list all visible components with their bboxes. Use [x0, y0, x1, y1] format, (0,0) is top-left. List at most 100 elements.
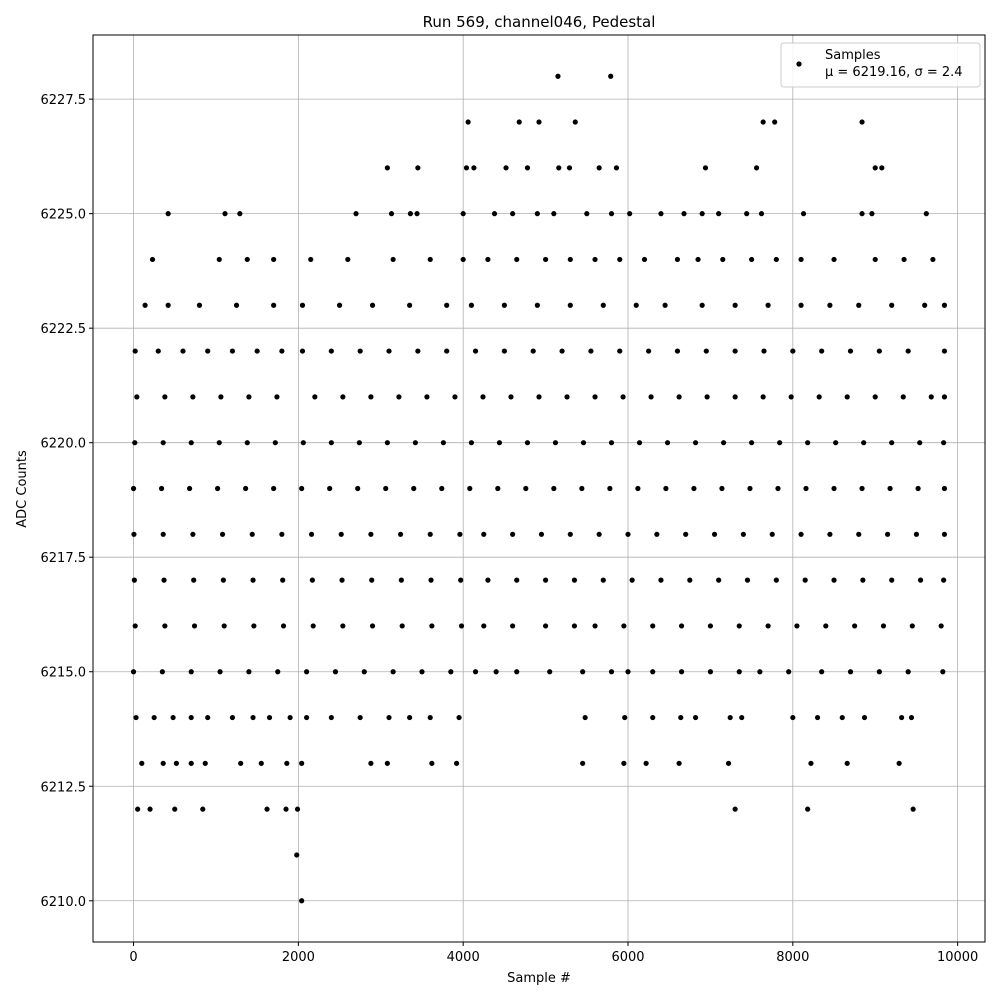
point — [229, 714, 236, 721]
point — [448, 669, 454, 675]
point — [250, 714, 256, 721]
y-tick-label: 6217.5 — [41, 551, 87, 566]
point — [917, 440, 923, 446]
point — [547, 669, 553, 675]
point — [485, 256, 491, 263]
point — [130, 669, 137, 675]
point — [765, 623, 771, 629]
y-tick-label: 6227.5 — [41, 93, 87, 108]
point — [510, 531, 516, 537]
point — [555, 73, 561, 79]
point — [191, 623, 198, 629]
point — [786, 669, 792, 675]
point — [162, 394, 168, 400]
point — [860, 577, 866, 583]
point — [338, 531, 344, 537]
point — [160, 531, 166, 537]
point — [384, 165, 390, 171]
point — [407, 211, 414, 217]
point — [608, 73, 614, 79]
point — [687, 577, 693, 583]
point — [707, 623, 714, 629]
point — [650, 714, 656, 721]
point — [636, 440, 643, 446]
point — [396, 394, 402, 400]
point — [798, 256, 804, 263]
point — [304, 714, 310, 721]
point — [407, 714, 413, 721]
x-tick-label: 0 — [129, 950, 137, 965]
point — [219, 531, 226, 537]
point — [460, 256, 466, 263]
point — [600, 577, 606, 583]
point — [249, 531, 255, 537]
point — [692, 714, 699, 721]
point — [704, 394, 710, 400]
point — [481, 623, 487, 629]
point — [617, 256, 623, 263]
point — [856, 531, 862, 537]
legend-label: Samples — [825, 48, 881, 63]
point — [357, 348, 363, 354]
point — [170, 714, 176, 721]
point — [699, 211, 705, 217]
point — [180, 348, 186, 354]
point — [889, 440, 895, 446]
point — [472, 348, 479, 354]
point — [272, 440, 278, 446]
point — [901, 256, 907, 263]
point — [765, 302, 771, 308]
point — [493, 669, 499, 675]
point — [516, 119, 522, 125]
point — [530, 348, 536, 354]
point — [369, 623, 376, 629]
point — [271, 485, 277, 492]
point — [524, 440, 531, 446]
point — [923, 211, 929, 217]
point — [186, 485, 193, 492]
point — [514, 577, 520, 583]
point — [132, 348, 138, 354]
point — [353, 211, 359, 217]
point — [485, 577, 491, 583]
point — [280, 623, 287, 629]
point — [859, 119, 865, 125]
point — [627, 211, 633, 217]
point — [188, 669, 194, 675]
point — [384, 760, 390, 766]
point — [279, 348, 285, 354]
point — [162, 623, 168, 629]
point — [775, 485, 781, 492]
point — [884, 531, 891, 537]
point — [131, 577, 137, 583]
point — [536, 119, 542, 125]
point — [761, 348, 767, 354]
point — [429, 760, 435, 766]
point — [427, 531, 433, 537]
point — [798, 531, 804, 537]
point — [414, 211, 420, 217]
point — [309, 577, 315, 583]
point — [676, 394, 682, 400]
point — [398, 577, 404, 583]
point — [355, 485, 361, 492]
point — [215, 485, 221, 492]
point — [760, 394, 766, 400]
legend-note: μ = 6219.16, σ = 2.4 — [825, 65, 963, 80]
y-tick-label: 6210.0 — [41, 895, 87, 910]
point — [823, 623, 829, 629]
point — [930, 256, 936, 263]
point — [523, 485, 529, 492]
point — [151, 714, 157, 721]
point — [369, 302, 376, 308]
point — [310, 623, 316, 629]
point — [552, 440, 559, 446]
point — [941, 440, 947, 446]
point — [802, 577, 808, 583]
point — [803, 485, 809, 492]
point — [711, 531, 718, 537]
point — [534, 302, 540, 308]
point — [243, 485, 249, 492]
point — [205, 714, 211, 721]
y-tick-label: 6220.0 — [41, 437, 87, 452]
